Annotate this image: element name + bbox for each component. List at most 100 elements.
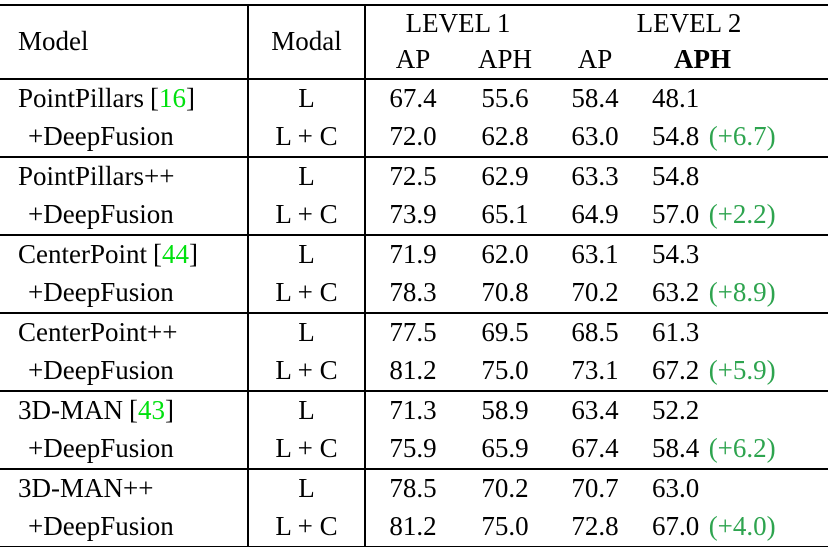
model-name: 3D-MAN — [18, 395, 123, 426]
cite-number: 43 — [137, 395, 165, 426]
model-name: CenterPoint++ — [18, 317, 178, 348]
model-cell: CenterPoint++ — [0, 312, 249, 352]
header-row-levels: Model Modal LEVEL 1 LEVEL 2 — [0, 5, 828, 80]
header-level2-aph: APH — [640, 42, 828, 80]
level2-aph-value: 54.3 — [652, 239, 700, 270]
delta-gain: (+8.9) — [708, 277, 776, 308]
header-level2-ap: AP — [550, 42, 640, 80]
level2-ap-cell: 64.9 — [571, 199, 619, 230]
level2-aph-value: 67.0 — [652, 511, 700, 542]
modal-cell: L + C — [248, 352, 366, 391]
level2-ap-cell: 70.2 — [571, 277, 619, 308]
model-name: +DeepFusion — [28, 199, 174, 230]
level2-ap-cell: 58.4 — [550, 78, 640, 118]
cite-bracket-open: [ — [149, 83, 159, 114]
level2-aph-cell: 67.0 (+4.0) — [640, 508, 828, 547]
header-model: Model — [0, 5, 249, 80]
header-row-metrics: AP APH AP APH — [0, 42, 828, 80]
model-name: +DeepFusion — [28, 121, 174, 152]
level1-aph-cell: 75.0 — [481, 511, 529, 542]
cite-bracket-close: ] — [164, 395, 174, 426]
level2-aph-cell: 63.2 (+8.9) — [640, 274, 828, 313]
level2-aph-value: 67.2 — [652, 355, 700, 386]
level1-aph-cell: 75.0 — [481, 355, 529, 386]
level2-aph-cell: 61.3 — [640, 312, 828, 352]
table-row: +DeepFusion L + C 72.0 62.8 63.0 54.8 (+6.7) — [0, 118, 828, 157]
level2-aph-value: 57.0 — [652, 199, 700, 230]
level1-ap-cell: 72.5 — [365, 156, 460, 196]
level1-aph-cell: 62.9 — [460, 156, 550, 196]
model-name: +DeepFusion — [28, 433, 174, 464]
level1-ap-cell: 78.3 — [389, 277, 437, 308]
level1-aph-cell: 65.1 — [481, 199, 529, 230]
level2-aph-value: 52.2 — [652, 395, 700, 426]
level1-aph-cell: 62.8 — [481, 121, 529, 152]
modal-cell: L + C — [248, 196, 366, 235]
level1-aph-cell: 69.5 — [460, 312, 550, 352]
level1-ap-cell: 81.2 — [389, 355, 437, 386]
modal-cell: L — [248, 312, 366, 352]
level2-ap-cell: 70.7 — [550, 468, 640, 508]
cite-number: 44 — [161, 239, 189, 270]
table-row: +DeepFusion L + C 75.9 65.9 67.4 58.4 (+6.2) — [0, 430, 828, 469]
level2-ap-cell: 63.4 — [550, 390, 640, 430]
model-cell: 3D-MAN [43] — [0, 390, 249, 430]
model-cell: 3D-MAN++ — [0, 468, 249, 508]
cite-bracket-open: [ — [128, 395, 138, 426]
model-cell: PointPillars++ — [0, 156, 249, 196]
header-level1: LEVEL 1 — [405, 8, 511, 39]
level2-aph-value: 61.3 — [652, 317, 700, 348]
model-name: +DeepFusion — [28, 277, 174, 308]
table-row: PointPillars++ L 72.5 62.9 63.3 54.8 — [0, 156, 828, 196]
modal-cell: L — [248, 468, 366, 508]
level2-aph-value: 48.1 — [652, 83, 700, 114]
modal-cell: L — [248, 390, 366, 430]
model-cell: +DeepFusion — [0, 274, 249, 313]
table-row: 3D-MAN [43] L 71.3 58.9 63.4 52.2 — [0, 390, 828, 430]
table-row: PointPillars [16] L 67.4 55.6 58.4 48.1 — [0, 78, 828, 118]
model-name: +DeepFusion — [28, 511, 174, 542]
modal-cell: L + C — [248, 274, 366, 313]
table-body: PointPillars [16] L 67.4 55.6 58.4 48.1 +DeepFu… — [0, 78, 828, 547]
level1-ap-cell: 81.2 — [389, 511, 437, 542]
delta-gain: (+5.9) — [708, 355, 776, 386]
model-cell: PointPillars [16] — [0, 78, 249, 118]
table-row: +DeepFusion L + C 78.3 70.8 70.2 63.2 (+8.9) — [0, 274, 828, 313]
level2-ap-cell: 72.8 — [571, 511, 619, 542]
model-cell: +DeepFusion — [0, 196, 249, 235]
citation: [43] — [129, 395, 174, 425]
level2-aph-value: 54.8 — [652, 121, 700, 152]
level2-ap-cell: 73.1 — [571, 355, 619, 386]
level2-ap-cell: 67.4 — [571, 433, 619, 464]
level1-aph-cell: 70.8 — [481, 277, 529, 308]
level1-aph-cell: 58.9 — [460, 390, 550, 430]
cite-number: 16 — [158, 83, 186, 114]
table-row: CenterPoint++ L 77.5 69.5 68.5 61.3 — [0, 312, 828, 352]
level1-ap-cell: 77.5 — [365, 312, 460, 352]
level2-aph-cell: 48.1 — [640, 78, 828, 118]
level1-aph-cell: 62.0 — [460, 234, 550, 274]
delta-gain: (+6.2) — [708, 433, 776, 464]
level2-aph-value: 58.4 — [652, 433, 700, 464]
level2-aph-cell: 52.2 — [640, 390, 828, 430]
model-name: 3D-MAN++ — [18, 473, 154, 504]
level2-aph-cell: 54.8 (+6.7) — [640, 118, 828, 157]
level2-aph-cell: 57.0 (+2.2) — [640, 196, 828, 235]
level2-aph-cell: 54.3 — [640, 234, 828, 274]
delta-gain: (+6.7) — [708, 121, 776, 152]
modal-cell: L + C — [248, 118, 366, 157]
results-table: Model Modal LEVEL 1 LEVEL 2 AP APH AP AP… — [0, 4, 828, 547]
level2-aph-cell: 54.8 — [640, 156, 828, 196]
model-name: PointPillars++ — [18, 161, 175, 192]
modal-cell: L — [248, 156, 366, 196]
table-header: Model Modal LEVEL 1 LEVEL 2 AP APH AP AP… — [0, 5, 828, 80]
modal-cell: L — [248, 234, 366, 274]
model-cell: +DeepFusion — [0, 508, 249, 547]
table-row: 3D-MAN++ L 78.5 70.2 70.7 63.0 — [0, 468, 828, 508]
level2-aph-cell: 63.0 — [640, 468, 828, 508]
modal-cell: L — [248, 78, 366, 118]
header-level1-aph: APH — [460, 42, 550, 80]
level2-ap-cell: 63.0 — [571, 121, 619, 152]
cite-bracket-open: [ — [152, 239, 162, 270]
table-row: CenterPoint [44] L 71.9 62.0 63.1 54.3 — [0, 234, 828, 274]
